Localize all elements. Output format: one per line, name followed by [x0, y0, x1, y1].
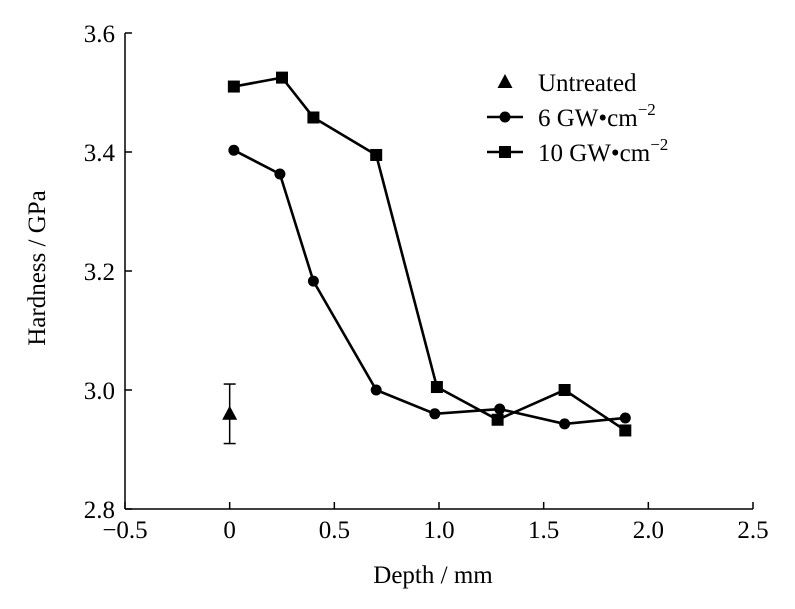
data-point: [619, 424, 632, 437]
x-tick-label: 0: [223, 517, 236, 544]
series: [222, 71, 632, 445]
x-axis-title: Depth / mm: [373, 562, 493, 589]
x-tick-label: 2.0: [633, 517, 664, 544]
series-square: [227, 71, 632, 437]
x-tick-label: 0.5: [319, 517, 350, 544]
series-circle: [228, 144, 631, 430]
y-tick-label: 3.2: [84, 259, 115, 286]
legend-item: 10 GW•cm−2: [487, 135, 668, 167]
data-point: [429, 408, 441, 420]
legend-marker: [497, 74, 513, 88]
x-tick-label: 2.5: [737, 517, 768, 544]
x-tick-label: −0.5: [102, 517, 147, 544]
data-point: [559, 418, 571, 430]
data-point: [228, 144, 240, 156]
y-tick-label: 3.4: [84, 140, 116, 167]
y-tick-label: 3.6: [84, 21, 115, 48]
data-point: [276, 71, 288, 84]
data-point: [430, 381, 443, 394]
legend-label: Untreated: [538, 70, 637, 97]
legend-label: 10 GW•cm−2: [538, 135, 668, 167]
legend-item: Untreated: [497, 70, 637, 97]
y-axis-title: Hardness / GPa: [24, 190, 51, 346]
axes: [124, 33, 753, 510]
data-point: [307, 275, 319, 287]
ticks: −0.5 0 0.5 1.0 1.5 2.0 2.5 2.8 3.0 3.2 3.4 3.6: [84, 21, 769, 544]
legend-superscript: −2: [650, 135, 668, 154]
y-tick-label: 3.0: [84, 378, 115, 405]
legend: Untreated 6 GW•cm−210 GW•cm−2: [487, 70, 668, 167]
data-point: [370, 148, 383, 161]
data-point: [307, 111, 320, 124]
data-point: [491, 413, 504, 426]
series-line: [233, 76, 627, 432]
legend-item: 6 GW•cm−2: [487, 100, 656, 132]
data-point: [274, 168, 286, 180]
legend-label: 6 GW•cm−2: [538, 100, 656, 132]
data-point: [222, 405, 238, 420]
legend-superscript: −2: [638, 100, 656, 119]
x-tick-label: 1.5: [528, 517, 559, 544]
data-point: [619, 412, 631, 424]
data-point: [558, 384, 571, 396]
data-point: [494, 403, 506, 415]
x-tick-label: 1.0: [423, 517, 454, 544]
series-triangle: [222, 383, 238, 445]
data-point: [370, 384, 382, 396]
data-point: [227, 80, 240, 93]
series-line: [233, 149, 626, 426]
y-tick-label: 2.8: [84, 497, 115, 524]
legend-marker: [499, 146, 511, 158]
legend-marker: [499, 111, 511, 123]
